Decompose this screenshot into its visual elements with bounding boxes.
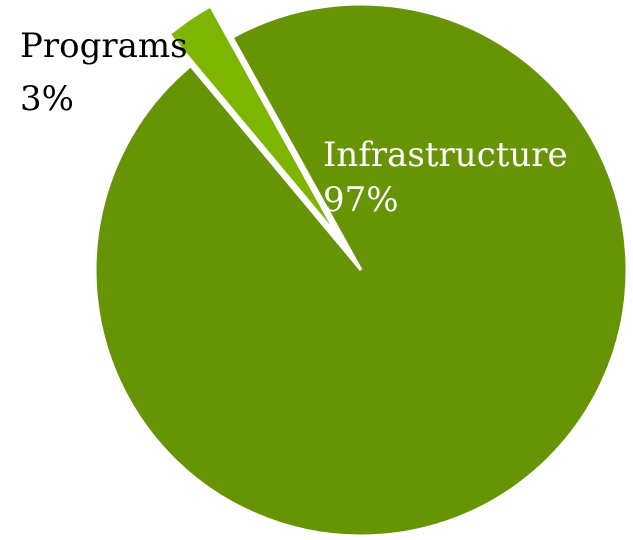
slice-value-programs: 3% bbox=[20, 79, 74, 119]
pie-slice-infrastructure bbox=[93, 2, 629, 538]
slice-label-programs: Programs bbox=[20, 26, 188, 66]
slice-value-infrastructure: 97% bbox=[323, 180, 399, 220]
slice-label-infrastructure: Infrastructure bbox=[323, 135, 568, 175]
pie-slice-programs bbox=[167, 3, 341, 240]
